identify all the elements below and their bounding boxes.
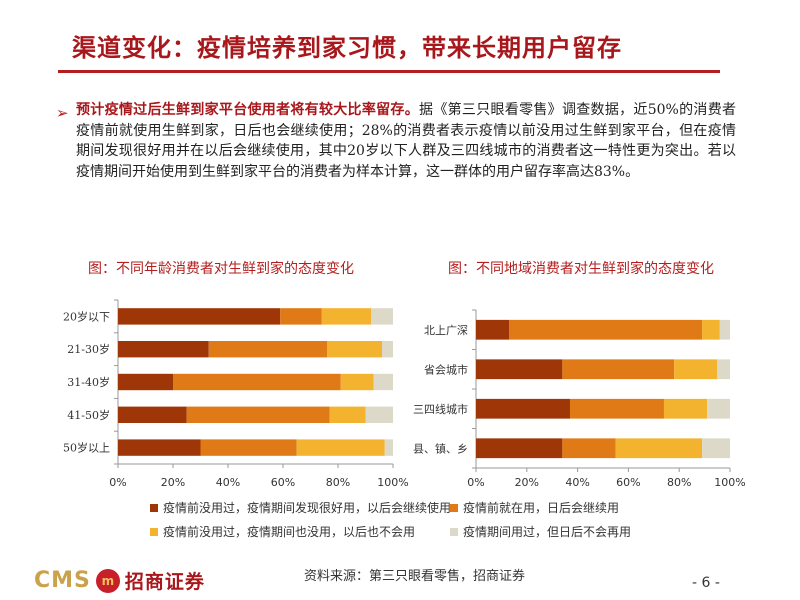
bar-segment xyxy=(476,359,563,380)
bar-segment xyxy=(382,341,393,358)
bar-segment xyxy=(173,373,341,391)
bar-segment xyxy=(674,359,718,380)
x-tick-label: 100% xyxy=(714,476,745,489)
bar-segment xyxy=(663,398,708,419)
bar-segment xyxy=(384,439,393,456)
paragraph-body: 据《第三只眼看零售》调查数据，近50%的消费者疫情前就使用生鲜到家，日后也会继续… xyxy=(76,102,736,180)
bar-segment xyxy=(296,439,385,456)
body-paragraph: 预计疫情过后生鲜到家平台使用者将有较大比率留存。据《第三只眼看零售》调查数据，近… xyxy=(76,100,736,182)
legend-item: 疫情期间用过，但日后不会再用 xyxy=(450,523,631,540)
x-tick-label: 80% xyxy=(326,476,350,489)
x-tick-label: 40% xyxy=(216,476,240,489)
logo-chinese-name: 招商证券 xyxy=(124,571,205,593)
category-label: 县、镇、乡 xyxy=(413,441,468,455)
cms-logo: CMS m 招商证券 xyxy=(34,567,205,594)
legend-swatch xyxy=(150,527,158,536)
bar-segment xyxy=(476,319,510,340)
category-label: 21-30岁 xyxy=(67,342,110,356)
paragraph-lead: 预计疫情过后生鲜到家平台使用者将有较大比率留存。 xyxy=(76,102,420,118)
bar-segment xyxy=(562,438,616,459)
x-tick-label: 60% xyxy=(271,476,295,489)
bar-segment xyxy=(371,308,393,325)
x-tick-label: 40% xyxy=(565,476,589,489)
legend-label: 疫情前就在用，日后会继续用 xyxy=(463,501,620,515)
x-tick-label: 0% xyxy=(109,476,126,489)
legend-item: 疫情前没用过，疫情期间发现很好用，以后会继续使用 xyxy=(150,499,451,516)
x-tick-label: 20% xyxy=(161,476,185,489)
category-label: 50岁以上 xyxy=(63,441,110,455)
bar-segment xyxy=(717,359,730,380)
bar-segment xyxy=(476,438,563,459)
bar-segment xyxy=(365,406,393,423)
bar-segment xyxy=(562,359,675,380)
bar-segment xyxy=(118,373,173,391)
category-label: 41-50岁 xyxy=(67,408,110,422)
x-tick-label: 0% xyxy=(467,476,484,489)
bar-segment xyxy=(702,438,730,459)
bar-segment xyxy=(186,406,330,423)
bar-segment xyxy=(118,308,281,325)
bar-segment xyxy=(327,341,382,358)
legend-swatch xyxy=(450,503,458,512)
logo-badge-icon: m xyxy=(95,568,120,593)
bar-segment xyxy=(321,308,371,325)
chart-title-region: 图：不同地域消费者对生鲜到家的态度变化 xyxy=(448,261,714,277)
bar-segment xyxy=(118,439,201,456)
category-label: 北上广深 xyxy=(424,324,468,337)
bar-segment xyxy=(208,341,327,358)
page-number: - 6 - xyxy=(692,575,720,591)
bar-segment xyxy=(118,341,209,358)
x-tick-label: 100% xyxy=(377,476,408,489)
bar-segment xyxy=(340,373,374,391)
bar-segment xyxy=(707,398,730,419)
legend-item: 疫情前就在用，日后会继续用 xyxy=(450,499,619,516)
bar-segment xyxy=(719,319,730,340)
legend-label: 疫情期间用过，但日后不会再用 xyxy=(463,525,632,539)
category-label: 省会城市 xyxy=(424,362,468,376)
category-label: 三四线城市 xyxy=(413,402,468,416)
category-label: 31-40岁 xyxy=(67,375,110,389)
source-note: 资料来源：第三只眼看零售，招商证券 xyxy=(304,569,526,584)
bar-segment xyxy=(509,319,703,340)
bar-segment xyxy=(476,398,570,419)
category-label: 20岁以下 xyxy=(63,309,110,323)
bullet-arrow-icon: ➢ xyxy=(56,104,69,122)
bar-segment xyxy=(569,398,664,419)
legend-label: 疫情前没用过，疫情期间也没用，以后也不会用 xyxy=(163,525,416,539)
bar-segment xyxy=(280,308,322,325)
x-tick-label: 80% xyxy=(667,476,691,489)
bar-segment xyxy=(702,319,720,340)
legend-swatch xyxy=(150,503,158,512)
bar-segment xyxy=(373,373,393,391)
x-tick-label: 60% xyxy=(616,476,640,489)
legend-item: 疫情前没用过，疫情期间也没用，以后也不会用 xyxy=(150,523,415,540)
bar-segment xyxy=(118,406,187,423)
chart-title-age: 图：不同年龄消费者对生鲜到家的态度变化 xyxy=(88,261,354,277)
bar-segment xyxy=(200,439,297,456)
bar-segment xyxy=(615,438,703,459)
legend-label: 疫情前没用过，疫情期间发现很好用，以后会继续使用 xyxy=(163,501,452,515)
page-title: 渠道变化：疫情培养到家习惯，带来长期用户留存 xyxy=(72,34,622,62)
logo-text: CMS xyxy=(34,568,91,593)
legend-swatch xyxy=(450,527,458,536)
bar-segment xyxy=(329,406,366,423)
title-divider xyxy=(58,70,720,73)
x-tick-label: 20% xyxy=(515,476,539,489)
